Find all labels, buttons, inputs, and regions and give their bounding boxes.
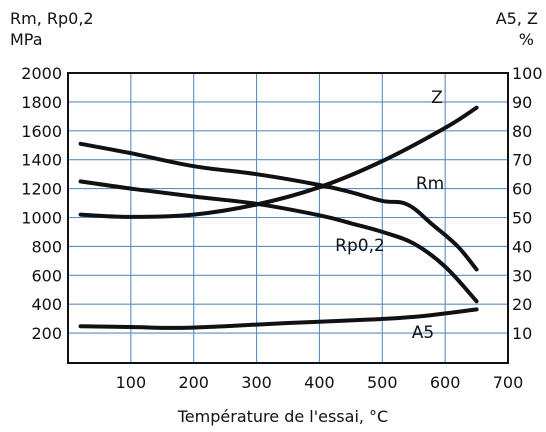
y-left-tick-label: 1400	[21, 151, 62, 170]
y-right-tick-label: 60	[512, 180, 532, 199]
x-tick-label: 600	[430, 373, 461, 392]
y-left-tick-label: 1800	[21, 93, 62, 112]
y-left-tick-label: 600	[31, 266, 62, 285]
right-axis-title-line-1: A5, Z	[496, 9, 538, 28]
x-tick-label: 400	[304, 373, 335, 392]
series-label-rm: Rm	[416, 174, 444, 194]
series-line-a5	[78, 307, 479, 330]
left-axis-title-line-1: Rm, Rp0,2	[10, 9, 94, 28]
y-right-tick-label: 100	[512, 64, 543, 83]
right-axis-title-line-2: %	[519, 30, 534, 49]
y-right-tick-label: 80	[512, 122, 532, 141]
x-tick-label: 300	[241, 373, 272, 392]
series-line-rp02	[78, 179, 479, 304]
y-left-tick-label: 2000	[21, 64, 62, 83]
x-axis-title: Température de l'essai, °C	[177, 407, 388, 426]
series-label-rp02: Rp0,2	[335, 236, 385, 256]
x-tick-label: 500	[367, 373, 398, 392]
x-tick-label: 700	[493, 373, 524, 392]
y-right-tick-label: 10	[512, 324, 532, 343]
y-left-tick-label: 1600	[21, 122, 62, 141]
y-right-tick-label: 50	[512, 209, 532, 228]
x-tick-label: 200	[178, 373, 209, 392]
series-line-z	[78, 105, 479, 219]
series-label-z: Z	[431, 88, 443, 108]
y-left-tick-label: 1200	[21, 180, 62, 199]
y-right-tick-label: 40	[512, 237, 532, 256]
y-left-tick-label: 400	[31, 295, 62, 314]
y-left-tick-label: 800	[31, 237, 62, 256]
data-curves	[78, 105, 479, 330]
tick-labels: 200 400 600 800 1000 1200 1400 1600 1800 2000 100 2…	[21, 64, 542, 392]
left-axis-title-line-2: MPa	[10, 30, 43, 49]
plot-frame	[67, 72, 509, 364]
y-right-tick-label: 30	[512, 266, 532, 285]
x-tick-label: 100	[116, 373, 147, 392]
series-line-rm	[78, 141, 479, 272]
y-right-tick-label: 70	[512, 151, 532, 170]
y-right-tick-label: 20	[512, 295, 532, 314]
y-right-tick-label: 90	[512, 93, 532, 112]
y-left-tick-label: 1000	[21, 209, 62, 228]
y-left-tick-label: 200	[31, 324, 62, 343]
series-label-a5: A5	[412, 323, 434, 343]
